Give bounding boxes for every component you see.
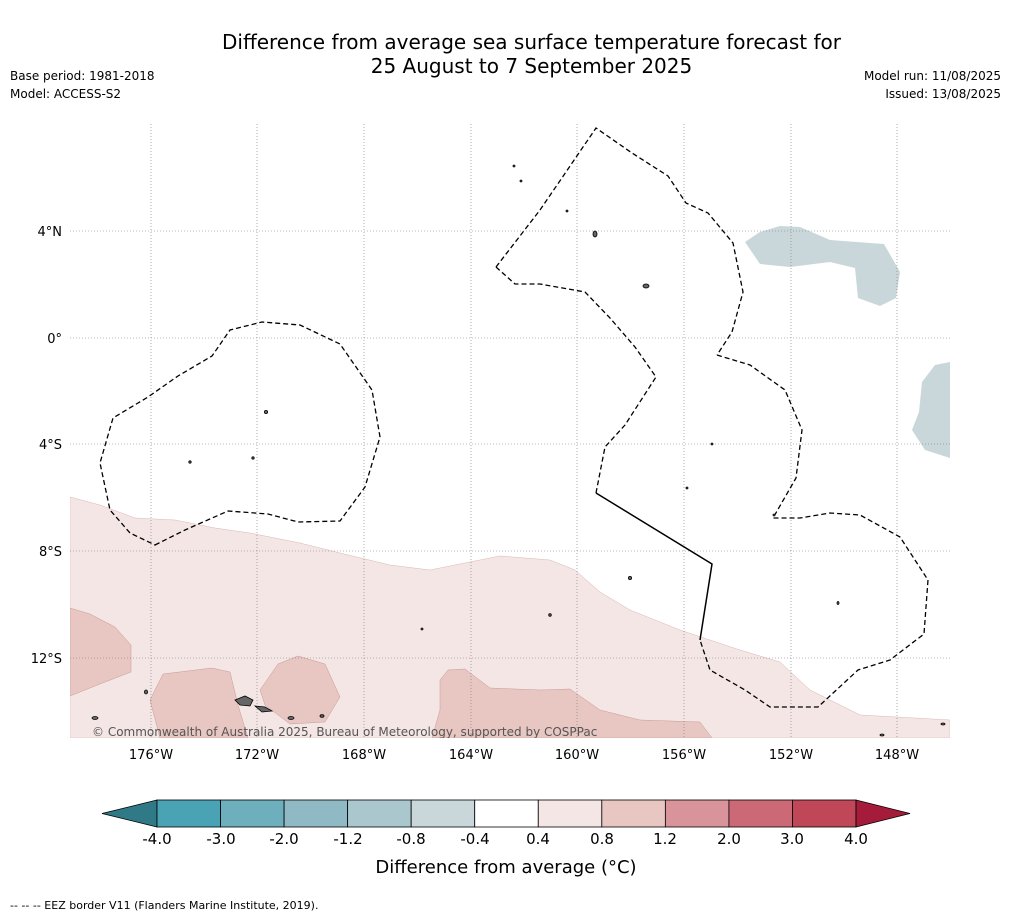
anomaly-region-cool-2 <box>912 362 950 458</box>
colorbar-tick-label: -1.2 <box>333 830 362 848</box>
title-line-1: Difference from average sea surface temp… <box>221 30 841 54</box>
eez-border-west <box>99 321 381 546</box>
colorbar-tick-label: 4.0 <box>844 830 868 848</box>
colorbar-tick-label: 1.2 <box>653 830 677 848</box>
colorbar-tick-label: 2.0 <box>717 830 741 848</box>
colorbar-swatch <box>664 799 730 828</box>
colorbar-swatch <box>537 799 603 828</box>
colorbar-tick-label: -2.0 <box>269 830 298 848</box>
lon-tick-label: 164°W <box>449 748 493 763</box>
islands <box>91 164 946 737</box>
colorbar-extend-high <box>855 799 911 828</box>
colorbar-swatches <box>101 799 911 828</box>
colorbar-swatch <box>792 799 857 828</box>
colorbar-tick-label: -4.0 <box>142 830 171 848</box>
anomaly-region-warm-2 <box>149 667 249 738</box>
colorbar-tick-label: 0.4 <box>526 830 550 848</box>
colorbar: -4.0 -3.0 -2.0 -1.2 -0.8 -0.4 0.4 0.8 1.… <box>101 799 911 878</box>
lat-tick-label: 4°S <box>39 438 62 453</box>
meta-right: Model run: 11/08/2025 Issued: 13/08/2025 <box>864 67 1001 103</box>
lon-tick-label: 168°W <box>342 748 386 763</box>
lon-tick-label: 148°W <box>875 748 919 763</box>
colorbar-swatch <box>728 799 793 828</box>
model-run: Model run: 11/08/2025 <box>863 69 1001 83</box>
colorbar-swatch <box>347 799 412 828</box>
island-upolu <box>253 705 274 713</box>
colorbar-tick-label: -0.8 <box>396 830 425 848</box>
colorbar-ticks: -4.0 -3.0 -2.0 -1.2 -0.8 -0.4 0.4 0.8 1.… <box>142 830 868 848</box>
lon-tick-label: 176°W <box>129 748 173 763</box>
lat-tick-label: 4°N <box>38 225 63 240</box>
eez-borders <box>99 127 929 708</box>
copyright-notice: © Commonwealth of Australia 2025, Bureau… <box>92 725 597 739</box>
map-plot-area: © Commonwealth of Australia 2025, Bureau… <box>70 124 950 739</box>
colorbar-label: Difference from average (°C) <box>375 857 636 878</box>
model-name: Model: ACCESS-S2 <box>10 87 122 101</box>
anomaly-region-warm-3 <box>259 655 341 725</box>
eez-footnote: -- -- -- EEZ border V11 (Flanders Marine… <box>10 899 319 912</box>
meta-left: Base period: 1981-2018 Model: ACCESS-S2 <box>10 67 155 103</box>
eez-border-east <box>699 354 929 708</box>
issued-date: Issued: 13/08/2025 <box>885 87 1001 101</box>
colorbar-swatch <box>283 799 349 828</box>
island-savaii <box>234 695 254 707</box>
anomaly-region-warm-4 <box>431 668 713 738</box>
map-gridlines <box>70 124 950 738</box>
lon-tick-label: 172°W <box>235 748 279 763</box>
lat-tick-label: 0° <box>47 332 62 347</box>
eez-solid-border <box>595 492 713 641</box>
lon-tick-label: 152°W <box>769 748 813 763</box>
colorbar-tick-label: 3.0 <box>780 830 804 848</box>
colorbar-swatch <box>220 799 285 828</box>
title-line-2: 25 August to 7 September 2025 <box>370 54 693 78</box>
anomaly-region-warm-1 <box>70 607 132 697</box>
base-period: Base period: 1981-2018 <box>10 69 155 83</box>
anomaly-region-cool-1 <box>745 226 900 306</box>
lat-tick-label: 8°S <box>39 545 62 560</box>
lon-tick-label: 156°W <box>662 748 706 763</box>
axis-labels: 176°W 172°W 168°W 164°W 160°W 156°W 152°… <box>31 225 920 763</box>
colorbar-tick-label: -0.4 <box>460 830 489 848</box>
lon-tick-label: 160°W <box>555 748 599 763</box>
colorbar-swatch <box>156 799 221 828</box>
colorbar-swatch <box>601 799 666 828</box>
colorbar-extend-low <box>101 799 158 828</box>
lat-tick-label: 12°S <box>31 652 62 667</box>
colorbar-swatch <box>474 799 539 828</box>
colorbar-tick-label: 0.8 <box>590 830 614 848</box>
eez-border-north <box>495 266 657 494</box>
eez-border-north-2 <box>495 127 744 356</box>
chart-title: Difference from average sea surface temp… <box>0 30 1011 78</box>
colorbar-tick-label: -3.0 <box>206 830 235 848</box>
colorbar-swatch <box>410 799 476 828</box>
